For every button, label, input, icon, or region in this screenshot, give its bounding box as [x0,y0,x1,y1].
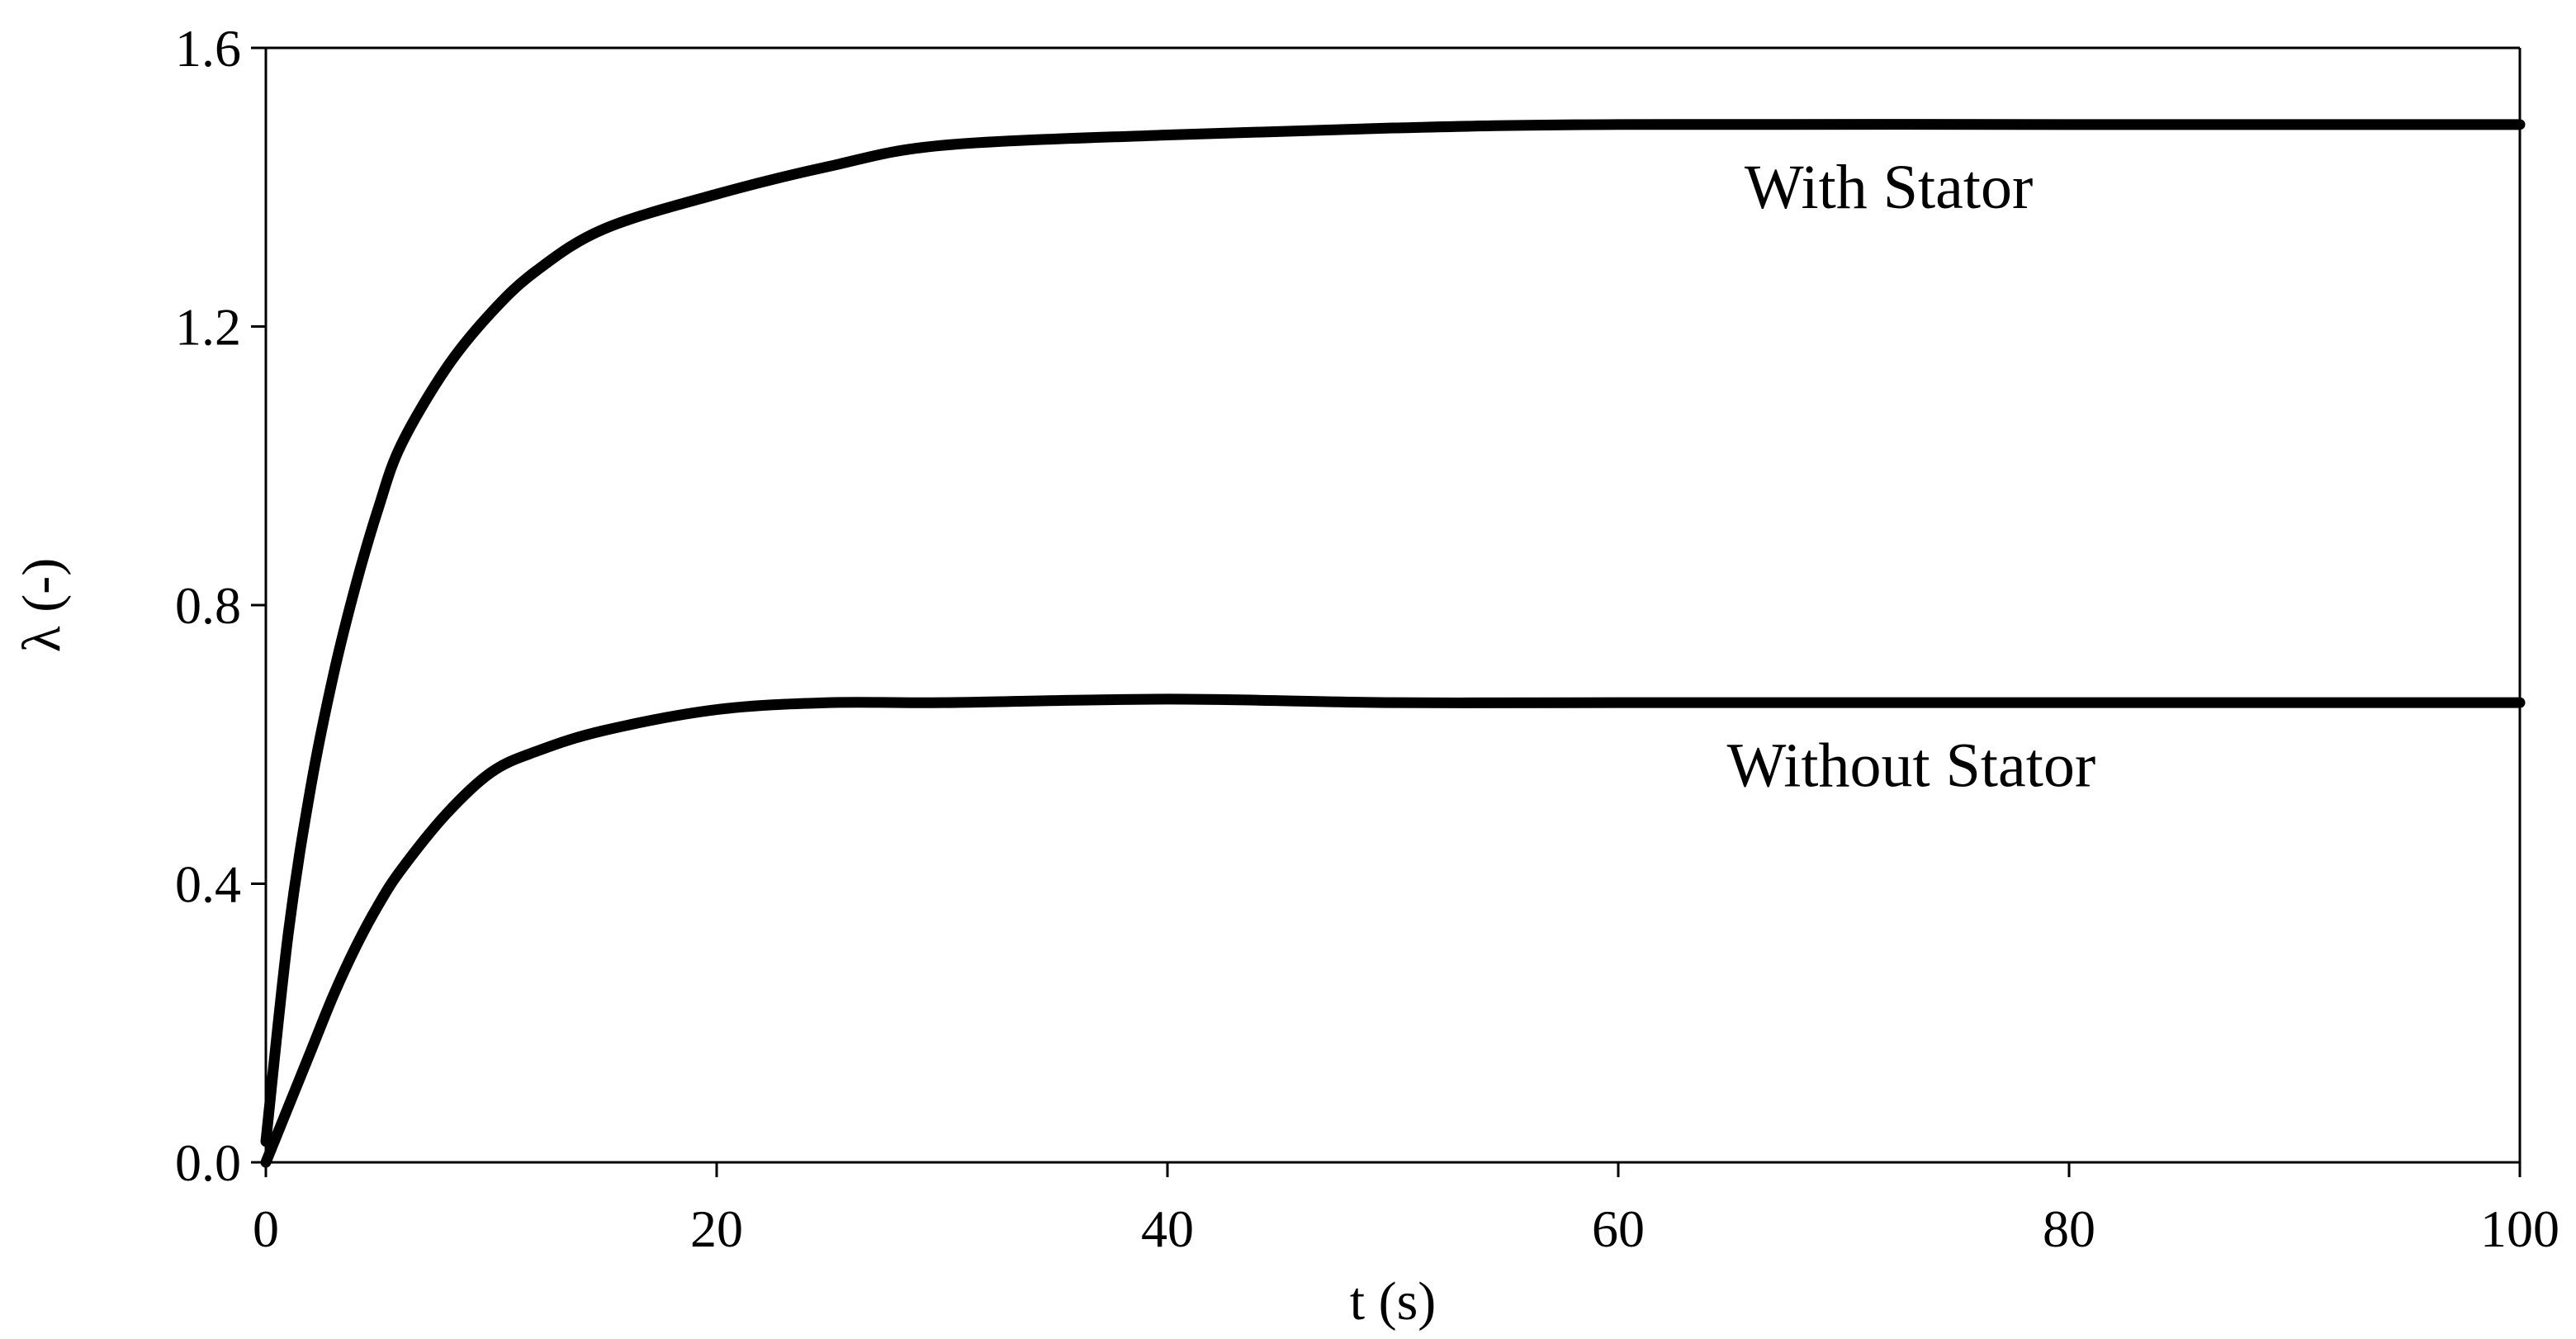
x-ticks: 0 20 40 60 80 100 [253,1162,2559,1258]
x-axis-title: t (s) [1350,1271,1436,1332]
y-ticks: 0.0 0.4 0.8 1.2 1.6 [175,19,266,1192]
y-axis-title: λ (-) [12,558,72,652]
x-tick-label: 0 [253,1199,279,1258]
y-tick-label: 0.4 [175,855,241,914]
series-annotation-label: Without Stator [1727,731,2096,800]
series-line-with-stator [260,119,2526,1147]
x-tick-label: 100 [2480,1199,2559,1258]
y-tick-label: 1.2 [175,298,241,357]
y-tick-label: 1.6 [175,19,241,78]
y-tick-label: 0.0 [175,1133,241,1192]
series-annotation-label: With Stator [1745,153,2033,222]
series-layer [260,119,2526,1168]
x-tick-label: 80 [2043,1199,2095,1258]
annotation-layer: With Stator Without Stator [1727,153,2096,800]
x-tick-label: 60 [1592,1199,1645,1258]
x-tick-label: 40 [1141,1199,1194,1258]
y-tick-label: 0.8 [175,576,241,635]
axes [264,46,2522,1164]
x-tick-label: 20 [690,1199,743,1258]
series-line-without-stator [260,693,2526,1168]
